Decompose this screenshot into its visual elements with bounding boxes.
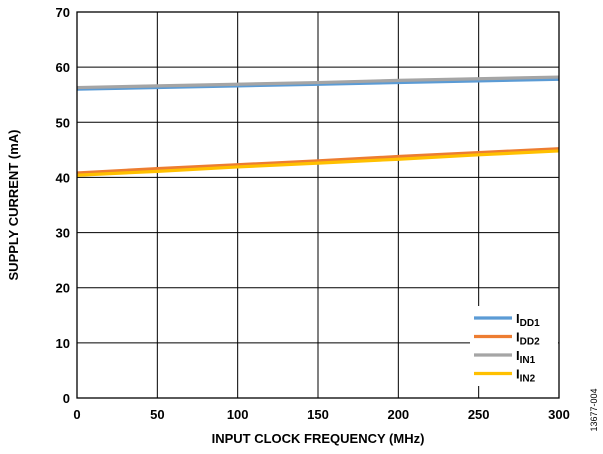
x-tick-label: 200 <box>387 407 409 422</box>
legend-label-iin2: IIN2 <box>516 367 536 385</box>
x-tick-label: 0 <box>73 407 80 422</box>
y-tick-label: 10 <box>56 336 70 351</box>
legend-label-idd2: IDD2 <box>516 330 540 348</box>
x-tick-label: 50 <box>150 407 164 422</box>
series-line-iin2 <box>76 149 560 177</box>
x-tick-labels: 0 50 100 150 200 250 300 <box>73 407 569 422</box>
y-tick-labels: 0 10 20 30 40 50 60 70 <box>56 5 70 406</box>
y-tick-label: 40 <box>56 170 70 185</box>
series-lines <box>76 75 560 177</box>
y-tick-label: 60 <box>56 60 70 75</box>
series-line-idd2 <box>76 147 560 175</box>
y-tick-label: 30 <box>56 226 70 241</box>
plot-frame <box>76 11 560 399</box>
series-line-idd1 <box>76 77 560 91</box>
x-tick-label: 100 <box>227 407 249 422</box>
x-axis-title: INPUT CLOCK FREQUENCY (MHz) <box>212 431 425 446</box>
grid <box>76 11 560 399</box>
figure-id: 13677-004 <box>589 388 599 431</box>
x-tick-label: 150 <box>307 407 329 422</box>
legend-label-iin1: IIN1 <box>516 348 536 366</box>
y-tick-label: 20 <box>56 281 70 296</box>
series-line-iin1 <box>76 75 560 90</box>
x-tick-label: 250 <box>468 407 490 422</box>
y-tick-label: 0 <box>63 391 70 406</box>
legend-label-idd1: IDD1 <box>516 311 540 329</box>
y-axis-title: SUPPLY CURRENT (mA) <box>6 130 21 281</box>
y-tick-label: 70 <box>56 5 70 20</box>
y-tick-label: 50 <box>56 115 70 130</box>
x-tick-label: 300 <box>548 407 570 422</box>
